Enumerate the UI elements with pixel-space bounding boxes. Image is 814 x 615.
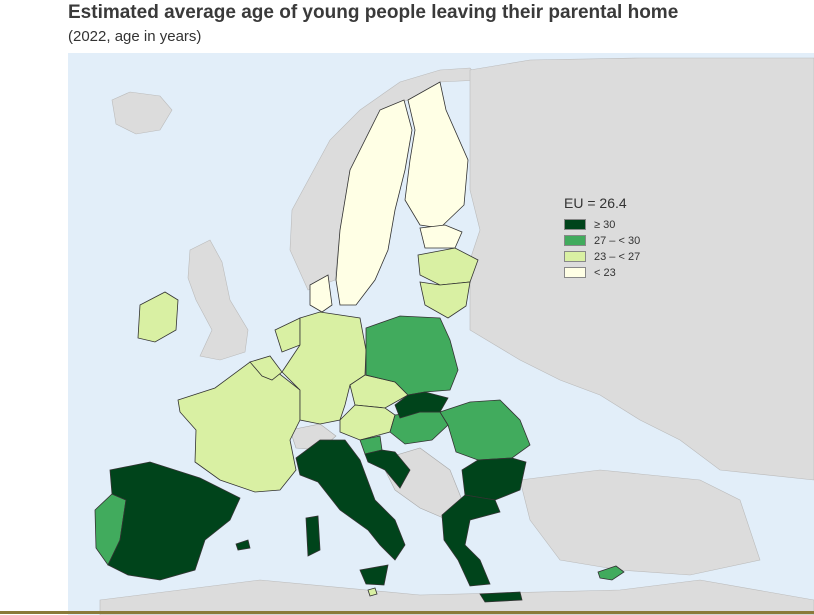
- region-malta: [367, 587, 378, 597]
- legend-item: 23 – < 27: [564, 249, 640, 264]
- region-spain: [107, 461, 241, 581]
- region-belgium: [249, 355, 283, 381]
- region-hungary: [389, 411, 449, 445]
- land-north-africa: [99, 579, 814, 615]
- map-subtitle: (2022, age in years): [68, 28, 202, 45]
- region-germany: [281, 311, 367, 425]
- region-austria: [339, 404, 396, 441]
- region-netherlands: [274, 317, 301, 353]
- region-estonia: [419, 224, 463, 249]
- region-denmark: [309, 274, 333, 313]
- map-canvas: [94, 57, 814, 615]
- region-mallorca: [235, 539, 251, 551]
- bottom-rule: [0, 611, 814, 614]
- map-title: Estimated average age of young people le…: [68, 2, 679, 23]
- legend-label: ≥ 30: [594, 218, 616, 231]
- region-slovakia: [394, 391, 449, 419]
- map-legend: EU = 26.4 ≥ 30 27 – < 30 23 – < 27 < 23: [564, 195, 640, 281]
- choropleth-map: [68, 53, 814, 615]
- land-turkey: [519, 469, 761, 576]
- region-lithuania: [419, 281, 471, 319]
- region-greece: [441, 494, 501, 587]
- land-iceland: [111, 91, 173, 135]
- legend-swatch: [564, 219, 586, 230]
- region-bulgaria: [461, 457, 527, 501]
- legend-title: EU = 26.4: [564, 195, 627, 211]
- region-sardinia: [305, 515, 321, 557]
- legend-item: 27 – < 30: [564, 233, 640, 248]
- region-crete: [479, 591, 523, 603]
- land-russia-east: [469, 57, 814, 481]
- legend-item: < 23: [564, 265, 640, 280]
- land-uk: [187, 239, 249, 361]
- region-italy: [295, 439, 406, 561]
- region-ireland: [137, 291, 179, 343]
- region-finland: [404, 81, 469, 229]
- region-latvia: [417, 247, 479, 286]
- legend-item: ≥ 30: [564, 217, 640, 232]
- region-croatia: [364, 449, 411, 489]
- legend-swatch: [564, 251, 586, 262]
- region-cyprus: [597, 565, 625, 581]
- legend-label: 27 – < 30: [594, 234, 641, 247]
- region-poland: [365, 315, 459, 396]
- region-romania: [439, 399, 531, 461]
- legend-label: 23 – < 27: [594, 250, 641, 263]
- region-sicily: [359, 564, 389, 586]
- legend-label: < 23: [594, 266, 616, 279]
- legend-swatch: [564, 235, 586, 246]
- region-sweden: [335, 99, 413, 306]
- region-france: [177, 361, 301, 493]
- legend-swatch: [564, 267, 586, 278]
